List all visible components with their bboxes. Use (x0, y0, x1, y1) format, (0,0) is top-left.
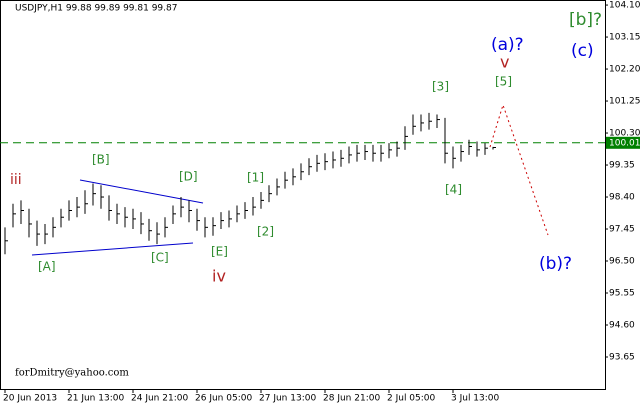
y-tick-label: 100.30 (609, 129, 640, 139)
plot-area (0, 0, 606, 390)
projection-line (489, 103, 549, 236)
wave-label: [4] (445, 183, 462, 197)
wave-label: [b]? (569, 10, 602, 30)
x-tick-label: 27 Jun 13:00 (259, 394, 316, 404)
wave-label: [2] (257, 225, 274, 239)
wave-label: [C] (151, 251, 169, 265)
y-tick-label: 98.40 (609, 193, 635, 203)
chart-header: USDJPY,H1 99.88 99.89 99.81 99.87 (15, 4, 177, 14)
x-tick-label: 3 Jul 13:00 (451, 394, 500, 404)
x-tick-label: 26 Jun 05:00 (195, 394, 252, 404)
wave-label: [5] (495, 75, 512, 89)
y-tick-label: 94.60 (609, 321, 635, 331)
y-tick-label: 99.35 (609, 161, 635, 171)
y-tick-label: 104.10 (609, 1, 640, 11)
wave-label: iv (212, 267, 226, 286)
x-tick-label: 24 Jun 21:00 (131, 394, 188, 404)
current-price-label: 100.01 (609, 138, 640, 148)
x-tick-label: 21 Jun 13:00 (67, 394, 124, 404)
wave-label: [B] (92, 153, 110, 167)
y-tick-label: 103.15 (609, 33, 640, 43)
triangle-line (31, 242, 194, 256)
y-tick-label: 97.45 (609, 225, 635, 235)
wave-label: [D] (179, 170, 198, 184)
wave-label: (b)? (539, 254, 572, 274)
y-tick-label: 101.25 (609, 97, 640, 107)
triangle-line (79, 179, 204, 204)
y-tick-label: 95.55 (609, 289, 635, 299)
y-tick-label: 93.65 (609, 352, 635, 362)
wave-label: [E] (211, 245, 228, 259)
x-tick-label: 20 Jun 2013 (3, 394, 57, 404)
footer-note: forDmitry@yahoo.com (15, 368, 129, 379)
wave-label: [A] (38, 260, 56, 274)
x-tick-label: 28 Jun 21:00 (323, 394, 380, 404)
wave-label: [1] (247, 171, 264, 185)
wave-label: [3] (432, 80, 449, 94)
wave-label: iii (10, 172, 22, 188)
wave-label: (a)? (491, 35, 524, 55)
wave-label: v (500, 53, 509, 72)
current-price-box (606, 136, 640, 149)
y-tick-label: 96.50 (609, 257, 635, 267)
wave-label: (c) (571, 41, 594, 61)
x-tick-label: 2 Jul 05:00 (387, 394, 436, 404)
y-tick-label: 102.20 (609, 65, 640, 75)
